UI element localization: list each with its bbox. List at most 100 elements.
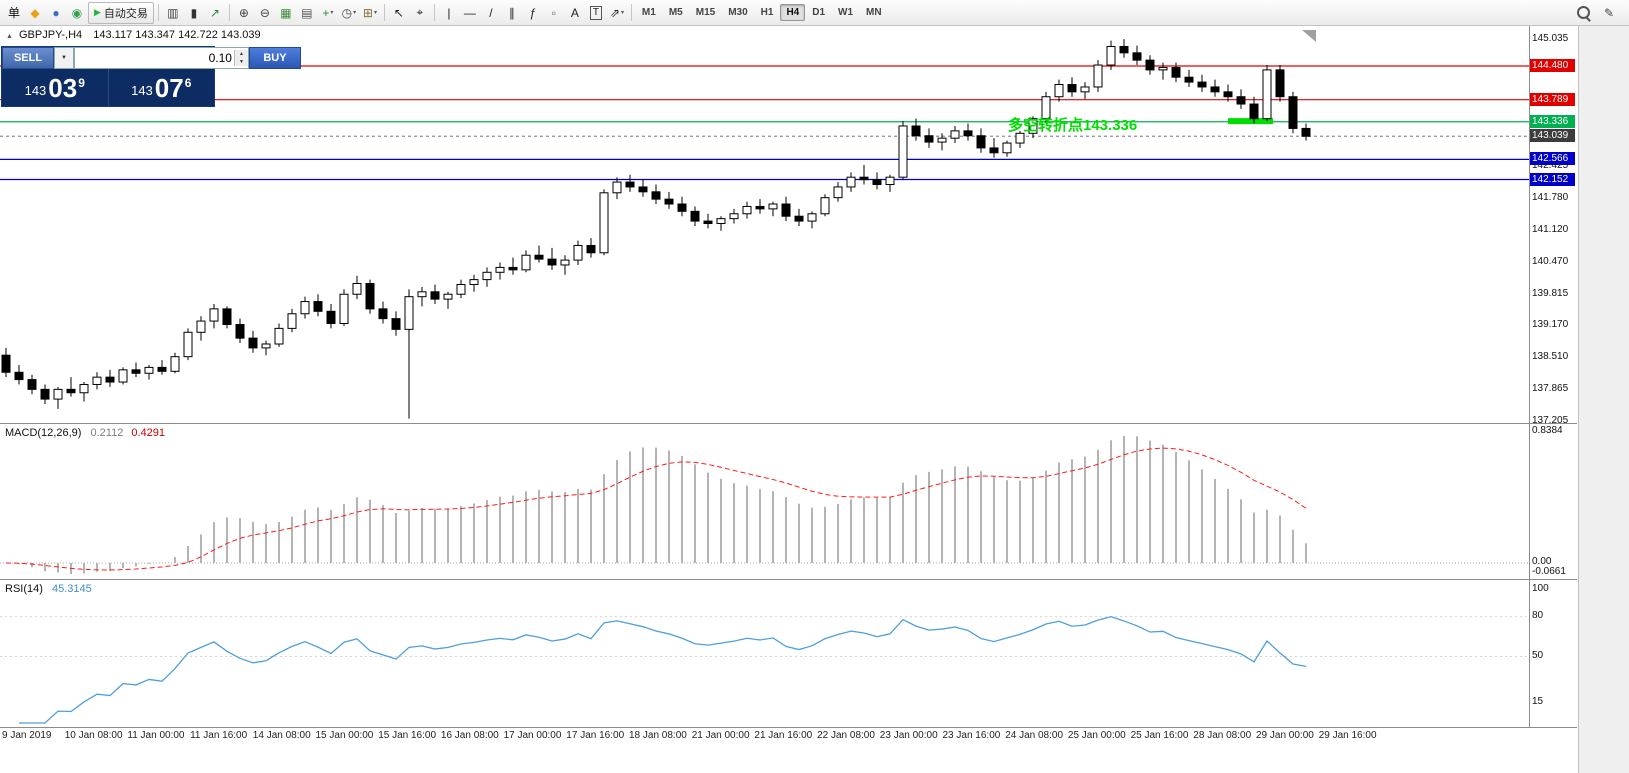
market-watch-icon[interactable]: ● xyxy=(46,3,66,23)
candle-body xyxy=(1262,69,1272,120)
volume-input[interactable] xyxy=(74,51,234,65)
tile-windows-icon: ▦ xyxy=(280,5,292,20)
templates-icon[interactable]: ⊞ ▾ xyxy=(360,3,380,23)
periods-icon[interactable]: ◷ ▾ xyxy=(339,3,359,23)
data-window-icon[interactable]: ◉ xyxy=(67,3,87,23)
equidistant-channel-icon: ∥ xyxy=(508,5,515,20)
candlestick-chart-icon[interactable]: ▮ xyxy=(184,3,204,23)
candle-body xyxy=(560,259,570,266)
candle-body xyxy=(989,147,999,154)
price-axis-label: 139.170 xyxy=(1532,318,1569,330)
line-chart-icon[interactable]: ↗ xyxy=(205,3,225,23)
candle-body xyxy=(287,313,297,329)
arrows-icon[interactable]: ⇗ ▾ xyxy=(607,3,627,23)
horizontal-line-icon[interactable]: — xyxy=(460,3,480,23)
crosshair-icon[interactable]: ⌖ xyxy=(410,3,430,23)
candle-body xyxy=(963,130,973,137)
time-axis-label: 24 Jan 08:00 xyxy=(1005,730,1064,741)
timeframe-button-h1[interactable]: H1 xyxy=(760,7,774,18)
tile-windows-icon[interactable]: ▦ xyxy=(276,3,296,23)
zoom-out-icon[interactable]: ⊖ xyxy=(255,3,275,23)
candle-body xyxy=(508,266,518,271)
candle-body xyxy=(1184,76,1194,83)
time-axis-label: 23 Jan 16:00 xyxy=(942,730,1001,741)
timeframe-button-h4[interactable]: H4 xyxy=(780,4,806,21)
candle-body xyxy=(430,291,440,300)
candle-body xyxy=(664,198,674,205)
new-order-button: 单 xyxy=(7,6,20,20)
timeframe-button-m5[interactable]: M5 xyxy=(668,7,683,18)
rsi-axis-label: 15 xyxy=(1532,696,1544,707)
macd-axis-label: 0.8384 xyxy=(1532,425,1563,436)
zoom-in-icon[interactable]: ⊕ xyxy=(234,3,254,23)
fibonacci-icon[interactable]: ƒ xyxy=(523,3,543,23)
candle-body xyxy=(365,283,375,310)
price-axis-label: 141.120 xyxy=(1532,223,1569,235)
bar-chart-icon[interactable]: ▥ xyxy=(163,3,183,23)
volume-down-button[interactable]: ▼ xyxy=(234,58,248,66)
time-axis-label: 9 Jan 2019 xyxy=(2,730,52,741)
text-icon[interactable]: A xyxy=(565,3,585,23)
timeframe-button-m1[interactable]: M1 xyxy=(641,7,656,18)
chart-window-icon[interactable]: ◆ xyxy=(25,3,45,23)
trendline-icon[interactable]: / xyxy=(481,3,501,23)
candle-body xyxy=(885,176,895,186)
timeframe-button-d1[interactable]: D1 xyxy=(812,7,826,18)
cursor-icon[interactable]: ↖ xyxy=(389,3,409,23)
candle-body xyxy=(833,186,843,199)
trade-options-dropdown[interactable]: ▼ xyxy=(54,47,74,69)
toolbar-separator xyxy=(157,4,159,21)
candle-body xyxy=(183,331,193,358)
equidistant-channel-icon[interactable]: ∥ xyxy=(502,3,522,23)
horizontal-line-icon: — xyxy=(463,5,476,20)
candle-body xyxy=(586,244,596,254)
autotrading-button[interactable]: ▶ 自动交易 xyxy=(88,1,154,24)
timeframe-button-w1[interactable]: W1 xyxy=(838,7,854,18)
edit-icon[interactable]: ✎ xyxy=(1603,5,1615,20)
candle-body xyxy=(248,337,258,349)
fibonacci-icon: ƒ xyxy=(529,5,537,20)
candle-body xyxy=(703,220,713,225)
sell-price-display[interactable]: 143 03 9 xyxy=(2,69,108,106)
candle-body xyxy=(547,258,557,266)
rsi-label: RSI(14) xyxy=(5,583,43,595)
candle-body xyxy=(768,203,778,210)
candle-body xyxy=(482,271,492,281)
candle-body xyxy=(1,354,11,373)
price-axis: 145.035144.390142.425141.780141.120140.4… xyxy=(1530,0,1577,773)
buy-button[interactable]: BUY xyxy=(248,47,301,69)
vertical-line-icon[interactable]: | xyxy=(439,3,459,23)
candle-body xyxy=(300,301,310,315)
candle-body xyxy=(469,279,479,285)
auto-arrange-icon[interactable]: ▤ xyxy=(297,3,317,23)
chevron-down-icon: ▾ xyxy=(330,10,334,16)
price-badge: 143.336 xyxy=(1530,114,1575,128)
shapes-icon: ▫ xyxy=(551,5,557,20)
shapes-icon[interactable]: ▫ xyxy=(544,3,564,23)
candle-body xyxy=(924,135,934,143)
volume-up-button[interactable]: ▲ xyxy=(234,50,248,58)
candle-body xyxy=(391,318,401,330)
candle-body xyxy=(1041,96,1051,120)
candle-body xyxy=(1054,84,1064,98)
time-axis-label: 18 Jan 08:00 xyxy=(629,730,687,741)
symbol-ohlc-line: ▲ GBPJPY-,H4 143.117 143.347 142.722 143… xyxy=(6,29,261,41)
autotrading-label: 自动交易 xyxy=(103,7,148,20)
price-axis-label: 140.470 xyxy=(1532,255,1569,267)
timeframe-button-mn[interactable]: MN xyxy=(866,7,882,18)
candle-body xyxy=(79,383,89,394)
buy-price-display[interactable]: 143 07 6 xyxy=(107,69,215,106)
candle-body xyxy=(1249,103,1259,120)
indicators-icon[interactable]: + ▾ xyxy=(318,3,338,23)
time-axis-label: 29 Jan 00:00 xyxy=(1256,730,1314,741)
timeframe-button-m15[interactable]: M15 xyxy=(695,7,716,18)
search-icon[interactable] xyxy=(1573,3,1593,23)
text-label-icon[interactable]: T xyxy=(586,3,606,23)
time-axis-label: 21 Jan 00:00 xyxy=(691,730,750,741)
timeframe-button-m30[interactable]: M30 xyxy=(728,7,748,18)
price-axis-label: 137.205 xyxy=(1532,414,1569,426)
macd-value-2: 0.4291 xyxy=(131,427,166,439)
sell-button[interactable]: SELL xyxy=(2,47,54,69)
new-order-button[interactable]: 单 xyxy=(4,3,24,23)
